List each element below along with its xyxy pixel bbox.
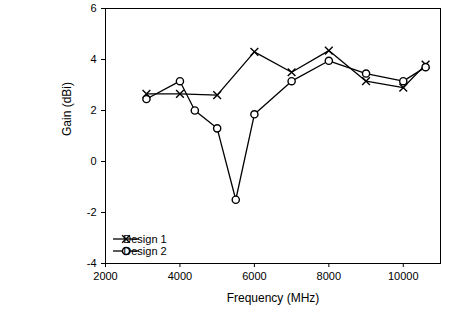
svg-text:4000: 4000	[168, 270, 192, 282]
svg-text:8000: 8000	[317, 270, 341, 282]
svg-text:Design 2: Design 2	[123, 245, 166, 257]
svg-text:Design 1: Design 1	[123, 233, 166, 245]
svg-text:6000: 6000	[242, 270, 266, 282]
svg-text:4: 4	[90, 53, 96, 65]
svg-text:2000: 2000	[93, 270, 117, 282]
svg-text:0: 0	[90, 155, 96, 167]
svg-text:Gain (dBi): Gain (dBi)	[60, 82, 74, 136]
svg-text:Frequency (MHz): Frequency (MHz)	[227, 291, 320, 305]
svg-text:6: 6	[90, 2, 96, 14]
svg-text:-2: -2	[87, 206, 97, 218]
svg-text:-4: -4	[87, 257, 97, 269]
svg-text:10000: 10000	[388, 270, 419, 282]
svg-text:2: 2	[90, 104, 96, 116]
